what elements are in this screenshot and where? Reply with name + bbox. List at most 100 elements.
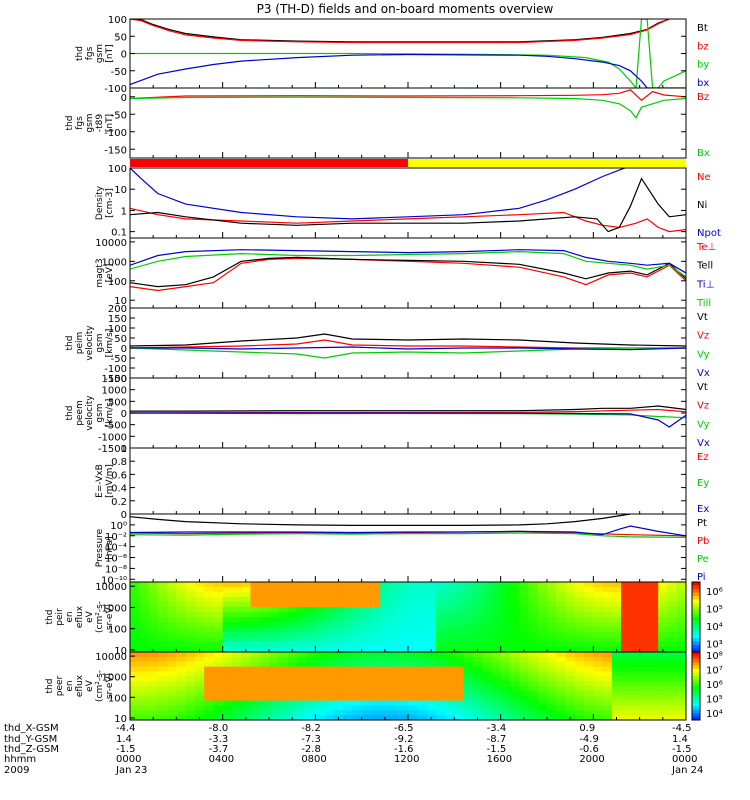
ytick-label: 1000 (102, 603, 127, 614)
ylabel-line: E=-VxB (95, 464, 105, 498)
ytick-label: -1000 (98, 432, 127, 443)
series-line-ti⊥ (130, 249, 686, 274)
flag-bar-2 (408, 159, 686, 167)
colorbar: 10⁸ 10⁷ 10⁶ 10⁵ 10⁴ (691, 651, 723, 721)
footer-value: 1600 (487, 754, 512, 765)
ytick-label: 10 (114, 714, 127, 725)
ylabel-line: [eV] (105, 264, 115, 283)
ytick-label: -100 (104, 128, 127, 139)
footer-value: -2.8 (301, 744, 321, 755)
ylabel-line: peim (75, 332, 85, 355)
panel-frame (129, 513, 687, 583)
colorbar-segment (692, 658, 700, 663)
legend-bz: bz (697, 41, 709, 52)
ylabel-line: en (65, 680, 75, 691)
ytick-label: 0 (121, 344, 127, 355)
ytick-label: 0.1 (111, 228, 127, 239)
series-line-vt (130, 405, 686, 412)
footer-value: 0.9 (579, 723, 595, 734)
ylabel-line: sr-eV) (105, 604, 115, 630)
series-line-te⊥ (130, 257, 686, 292)
series-line-vt (130, 333, 686, 347)
footer-row-label: thd_X-GSM (4, 723, 59, 734)
ylabel-line: eflux (75, 605, 85, 628)
colorbar-segment (692, 672, 700, 677)
ylabel-line: fgs (85, 46, 95, 60)
ytick-label: -100 (104, 364, 127, 375)
ylabel-line: Density (95, 185, 105, 220)
legend-vy: Vy (697, 419, 710, 430)
series-line-pt (130, 514, 631, 527)
colorbar-segment (692, 634, 700, 639)
colorbar-segment (692, 682, 700, 687)
ytick-label: 1 (121, 444, 127, 455)
ylabel-line: gsm (95, 403, 105, 422)
colorbar-segment (692, 669, 700, 673)
colorbar-frame (691, 651, 701, 721)
panel-frame (129, 447, 687, 515)
colorbar-tick-label: 10⁶ (706, 680, 723, 691)
ytick-label: 0.6 (111, 470, 127, 481)
ylabel-line: sr-eV) (105, 673, 115, 699)
ytick-label: 0 (121, 50, 127, 61)
ylabel-line: velocity (85, 325, 95, 361)
legend-npot: Npot (697, 228, 721, 239)
colorbar-segment (692, 603, 700, 607)
ytick-label: 10 (114, 185, 127, 196)
footer-value: 2000 (579, 754, 604, 765)
ylabel-line: fgs (75, 116, 85, 130)
series-group (130, 514, 686, 538)
legend-tell: Tell (696, 261, 713, 272)
series-line-bt (130, 19, 670, 43)
ylabel-line: peir (55, 608, 65, 626)
ytick-label: 0.4 (111, 484, 127, 495)
ytick-label: 50 (114, 32, 127, 43)
legend-bt: Bt (697, 23, 708, 34)
series-group (130, 333, 686, 359)
ytick-label: 0 (121, 409, 127, 420)
colorbar-segment (692, 596, 700, 600)
footer-value: -1.5 (487, 744, 507, 755)
ytick-label: 0.2 (111, 497, 127, 508)
ylabel-line: gsm (95, 333, 105, 352)
ytick-label: 1 (121, 206, 127, 217)
footer-value: 1200 (394, 754, 419, 765)
footer-row-label: thd_Y-GSM (4, 734, 57, 745)
ytick-label: 1000 (102, 257, 127, 268)
ylabel-line: -t89 (95, 114, 105, 133)
ytick-label: 10000 (95, 582, 127, 593)
ylabel-line: eV (85, 610, 95, 623)
series-line-by (130, 19, 686, 88)
legend-till: Till (696, 298, 711, 309)
ylabel-line: eV (85, 679, 95, 692)
ytick-label: 200 (108, 304, 127, 315)
panel-frame (129, 167, 687, 239)
ylabel-line: (cm²-s- (95, 601, 105, 633)
colorbar-segment (692, 703, 700, 707)
ytick-label: 1000 (102, 386, 127, 397)
ytick-label: 0 (121, 510, 127, 521)
footer-value: -7.3 (301, 734, 321, 745)
colorbar-segment (692, 610, 700, 614)
colorbar-tick-label: 10³ (706, 639, 723, 650)
panel-1: 100 50 0 -50 -100 Bt bz by bx thd fgs gsm [nT] (75, 15, 709, 95)
colorbar-segment (692, 709, 700, 714)
series-line-vx (130, 346, 686, 351)
colorbar-tick-label: 10⁸ (706, 651, 723, 662)
legend-ey: Ey (697, 478, 709, 489)
panel-10: 10000 1000 100 10 10⁶ 10⁵ 10⁴ 10³ thd peir en eflux… (45, 581, 723, 657)
ylabel-line: thd (65, 116, 75, 131)
ylabel-line: eflux (75, 674, 85, 697)
legend-ni: Ni (697, 200, 707, 211)
ylabel-line: peem (75, 400, 85, 426)
series-line-tell (130, 256, 686, 288)
ytick-label: 0.8 (111, 457, 127, 468)
colorbar-segment (692, 716, 700, 721)
colorbar-segment (692, 645, 700, 649)
ytick-label: 100 (108, 625, 127, 636)
ytick-label: 150 (108, 314, 127, 325)
